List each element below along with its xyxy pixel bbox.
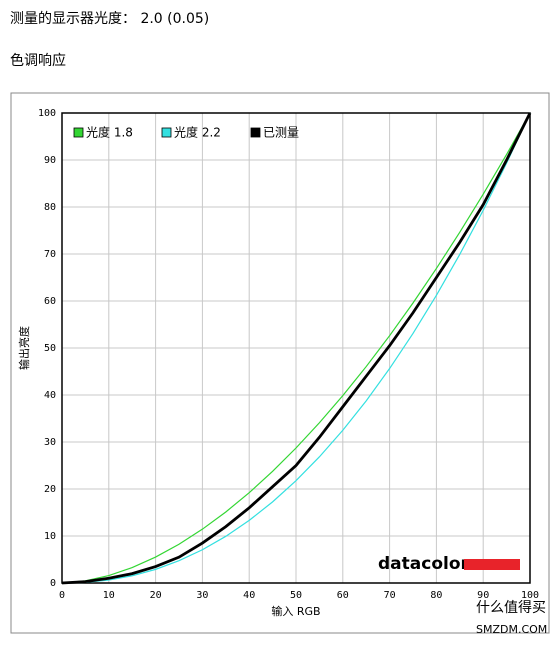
watermark: 什么值得买 xyxy=(476,599,546,616)
legend-label: 已测量 xyxy=(263,126,299,140)
y-tick-label: 70 xyxy=(44,249,56,260)
y-tick-label: 60 xyxy=(44,296,56,307)
x-tick-label: 30 xyxy=(196,590,208,601)
watermark: SMZDM.COM xyxy=(476,623,547,636)
chart: 0 10 20 30 40 50 60 70 80 90 100 0 10 20 30 40 50 60 70 80 9… xyxy=(38,108,539,601)
x-tick-label: 0 xyxy=(59,590,65,601)
gamma-text: 测量的显示器光度： 2.0 (0.05) xyxy=(10,11,209,27)
x-tick-label: 10 xyxy=(103,590,115,601)
y-tick-label: 0 xyxy=(50,578,56,589)
y-tick-label: 90 xyxy=(44,155,56,166)
series-line xyxy=(61,112,532,585)
legend-swatch xyxy=(161,127,172,138)
x-tick-label: 80 xyxy=(430,590,442,601)
logo: datacolor xyxy=(378,554,470,574)
y-tick-label: 80 xyxy=(44,202,56,213)
series-line xyxy=(61,112,531,584)
legend-swatch xyxy=(73,127,84,138)
x-axis-label: 输入 RGB xyxy=(271,604,320,618)
y-tick-label: 40 xyxy=(44,390,56,401)
y-tick-label: 50 xyxy=(44,343,56,354)
x-tick-label: 100 xyxy=(521,590,539,601)
y-axis-label: 输出亮度 xyxy=(17,326,31,370)
legend-swatch xyxy=(250,127,261,138)
x-tick-label: 60 xyxy=(337,590,349,601)
y-tick-label: 10 xyxy=(44,531,56,542)
chart-frame xyxy=(10,92,550,634)
y-tick-label: 100 xyxy=(38,108,56,119)
legend-label: 光度 1.8 xyxy=(86,125,133,140)
legend-label: 光度 2.2 xyxy=(174,125,221,140)
plot-border xyxy=(61,112,531,584)
series-line xyxy=(61,112,531,584)
x-tick-label: 20 xyxy=(150,590,162,601)
x-tick-label: 70 xyxy=(384,590,396,601)
y-tick-label: 20 xyxy=(44,484,56,495)
y-tick-label: 30 xyxy=(44,437,56,448)
logo-bar xyxy=(464,559,520,570)
section-title: 色调响应 xyxy=(10,52,66,69)
x-tick-label: 50 xyxy=(290,590,302,601)
x-tick-label: 40 xyxy=(243,590,255,601)
x-tick-label: 90 xyxy=(477,590,489,601)
